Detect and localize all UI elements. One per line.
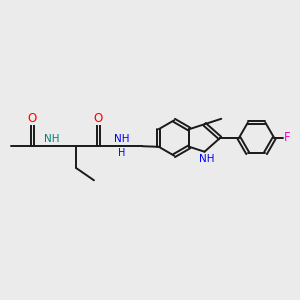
Text: NH: NH <box>114 134 129 145</box>
Text: F: F <box>284 131 291 145</box>
Text: O: O <box>28 112 37 125</box>
Text: NH: NH <box>199 154 215 164</box>
Text: H: H <box>51 134 58 145</box>
Text: H: H <box>118 148 125 158</box>
Text: O: O <box>94 112 103 125</box>
Text: NH: NH <box>44 134 60 145</box>
